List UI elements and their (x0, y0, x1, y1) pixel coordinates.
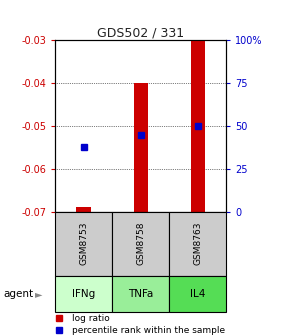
Bar (55, 212, 112, 276)
Text: TNFa: TNFa (128, 289, 153, 299)
Text: agent: agent (3, 289, 33, 299)
Text: GSM8753: GSM8753 (79, 222, 88, 265)
Bar (191, 40, 205, 212)
Bar (77, 207, 91, 212)
Text: GSM8758: GSM8758 (136, 222, 145, 265)
Bar (112, 276, 169, 312)
Text: log ratio: log ratio (72, 314, 110, 323)
Text: ►: ► (35, 289, 43, 299)
Text: GSM8763: GSM8763 (193, 222, 202, 265)
Bar (112, 212, 169, 276)
Bar (133, 83, 148, 212)
Bar (169, 212, 226, 276)
Text: IL4: IL4 (190, 289, 205, 299)
Bar (169, 276, 226, 312)
Text: IFNg: IFNg (72, 289, 95, 299)
Bar (55, 276, 112, 312)
Text: percentile rank within the sample: percentile rank within the sample (72, 326, 225, 335)
Title: GDS502 / 331: GDS502 / 331 (97, 26, 184, 39)
